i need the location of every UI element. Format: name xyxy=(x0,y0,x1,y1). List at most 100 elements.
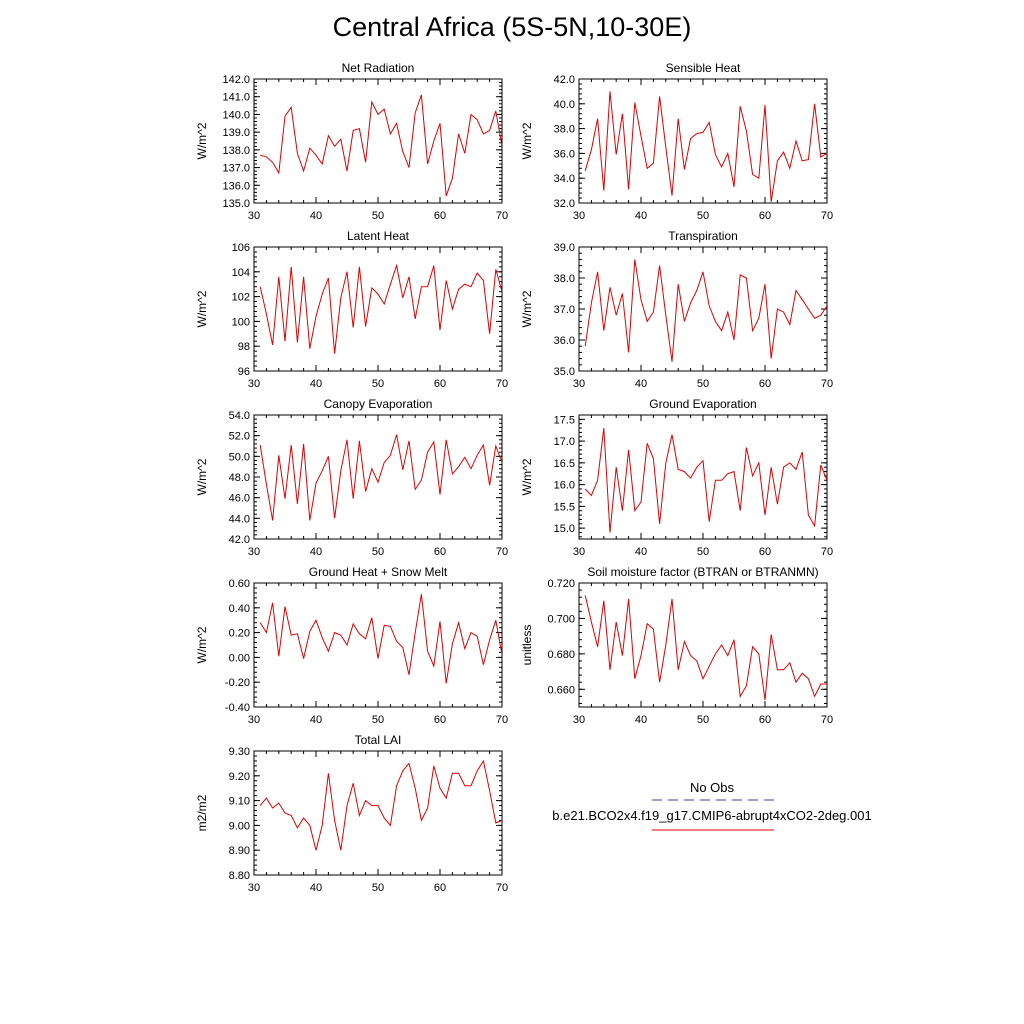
y-axis-label: m2/m2 xyxy=(195,794,209,831)
x-tick-label: 50 xyxy=(372,378,384,390)
y-tick-label: 98 xyxy=(238,341,250,353)
panel-title: Latent Heat xyxy=(347,229,410,243)
y-tick-label: 15.0 xyxy=(554,523,575,535)
y-axis-label: W/m^2 xyxy=(195,122,209,159)
y-tick-label: 48.0 xyxy=(229,472,250,484)
y-tick-label: 36.0 xyxy=(554,335,575,347)
x-tick-label: 70 xyxy=(496,210,508,222)
y-axis-label: W/m^2 xyxy=(520,290,534,327)
x-tick-label: 50 xyxy=(697,210,709,222)
x-tick-label: 30 xyxy=(248,882,260,894)
y-tick-label: 44.0 xyxy=(229,513,250,525)
legend-obs-line xyxy=(652,799,774,801)
y-tick-label: 96 xyxy=(238,366,250,378)
y-axis-label: W/m^2 xyxy=(195,458,209,495)
y-tick-label: 17.0 xyxy=(554,436,575,448)
x-tick-label: 30 xyxy=(573,378,585,390)
y-tick-label: 0.20 xyxy=(229,628,250,640)
y-tick-label: 9.10 xyxy=(229,796,250,808)
x-tick-label: 30 xyxy=(573,210,585,222)
y-tick-label: 0.720 xyxy=(547,578,575,590)
y-tick-label: 0.660 xyxy=(547,684,575,696)
series-line xyxy=(584,91,827,202)
x-tick-label: 60 xyxy=(434,882,446,894)
y-axis-label: unitless xyxy=(520,625,534,666)
x-tick-label: 60 xyxy=(434,546,446,558)
x-tick-label: 60 xyxy=(434,210,446,222)
x-tick-label: 30 xyxy=(248,378,260,390)
y-tick-label: 0.40 xyxy=(229,603,250,615)
legend-model-label: b.e21.BCO2x4.f19_g17.CMIP6-abrupt4xCO2-2… xyxy=(552,808,872,823)
y-tick-label: 42.0 xyxy=(229,534,250,546)
plot-frame xyxy=(253,582,503,708)
y-tick-label: 50.0 xyxy=(229,451,250,463)
y-tick-label: 104 xyxy=(232,267,250,279)
y-tick-label: 38.0 xyxy=(554,124,575,136)
chart-canopy-evaporation: 30 40 50 60 70 42.0 44.0 46.0 48.0 50.0 52.0 54.0 Ca… xyxy=(195,397,508,558)
y-tick-label: 32.0 xyxy=(554,198,575,210)
x-tick-label: 30 xyxy=(248,714,260,726)
x-tick-label: 60 xyxy=(759,210,771,222)
chart-transpiration: 30 40 50 60 70 35.0 36.0 37.0 38.0 39.0 Transpirat… xyxy=(520,229,833,390)
panel-title: Transpiration xyxy=(668,229,738,243)
x-tick-label: 50 xyxy=(372,714,384,726)
chart-soil-moisture-factor: 30 40 50 60 70 0.660 0.680 0.700 0.720 Soil moist… xyxy=(520,565,833,726)
y-tick-label: 135.0 xyxy=(222,198,250,210)
x-tick-label: 70 xyxy=(821,210,833,222)
chart-sensible-heat: 30 40 50 60 70 32.0 34.0 36.0 38.0 40.0 42.0 Sensib… xyxy=(520,61,833,222)
plot-frame xyxy=(578,414,828,540)
x-tick-label: 40 xyxy=(310,210,322,222)
y-tick-label: 0.680 xyxy=(547,649,575,661)
y-tick-label: 52.0 xyxy=(229,431,250,443)
y-axis-label: W/m^2 xyxy=(520,458,534,495)
y-tick-label: 0.700 xyxy=(547,613,575,625)
chart-ground-evaporation: 30 40 50 60 70 15.0 15.5 16.0 16.5 17.0 17.5 Ground… xyxy=(520,397,833,558)
x-tick-label: 60 xyxy=(759,714,771,726)
legend-obs-label: No Obs xyxy=(689,780,735,795)
series-line xyxy=(259,434,502,521)
y-tick-label: 138.0 xyxy=(222,145,250,157)
y-tick-label: 137.0 xyxy=(222,163,250,175)
x-tick-label: 40 xyxy=(310,546,322,558)
x-tick-label: 60 xyxy=(759,546,771,558)
x-tick-label: 50 xyxy=(372,546,384,558)
x-tick-label: 60 xyxy=(759,378,771,390)
y-tick-label: 106 xyxy=(232,242,250,254)
y-tick-label: -0.20 xyxy=(225,677,250,689)
y-tick-label: 140.0 xyxy=(222,109,250,121)
y-tick-label: 8.80 xyxy=(229,870,250,882)
y-tick-label: 0.00 xyxy=(229,652,250,664)
y-tick-label: 16.0 xyxy=(554,480,575,492)
x-tick-label: 60 xyxy=(434,714,446,726)
series-line xyxy=(259,594,502,684)
y-tick-label: 141.0 xyxy=(222,92,250,104)
y-tick-label: 9.00 xyxy=(229,820,250,832)
plot-frame xyxy=(253,750,503,876)
x-tick-label: 70 xyxy=(821,546,833,558)
x-tick-label: 50 xyxy=(697,546,709,558)
y-axis-label: W/m^2 xyxy=(195,290,209,327)
plot-frame xyxy=(253,246,503,372)
series-line xyxy=(259,263,502,354)
x-tick-label: 70 xyxy=(821,714,833,726)
panel-title: Ground Evaporation xyxy=(649,397,756,411)
y-tick-label: 38.0 xyxy=(554,273,575,285)
x-tick-label: 40 xyxy=(635,378,647,390)
chart-total-lai: 30 40 50 60 70 8.80 8.90 9.00 9.10 9.20 9.30 Total … xyxy=(195,733,508,894)
y-tick-label: 15.5 xyxy=(554,501,575,513)
y-tick-label: 46.0 xyxy=(229,493,250,505)
x-tick-label: 30 xyxy=(248,210,260,222)
y-tick-label: 34.0 xyxy=(554,173,575,185)
y-tick-label: 54.0 xyxy=(229,410,250,422)
panel-title: Sensible Heat xyxy=(666,61,741,75)
y-tick-label: 37.0 xyxy=(554,304,575,316)
x-tick-label: 40 xyxy=(310,378,322,390)
x-tick-label: 30 xyxy=(573,546,585,558)
x-tick-label: 70 xyxy=(496,378,508,390)
y-tick-label: 17.5 xyxy=(554,414,575,426)
series-line xyxy=(584,259,827,362)
chart-net-radiation: 30 40 50 60 70 135.0 136.0 137.0 138.0 139.0 140.0… xyxy=(195,61,508,222)
y-tick-label: 35.0 xyxy=(554,366,575,378)
x-tick-label: 40 xyxy=(310,714,322,726)
